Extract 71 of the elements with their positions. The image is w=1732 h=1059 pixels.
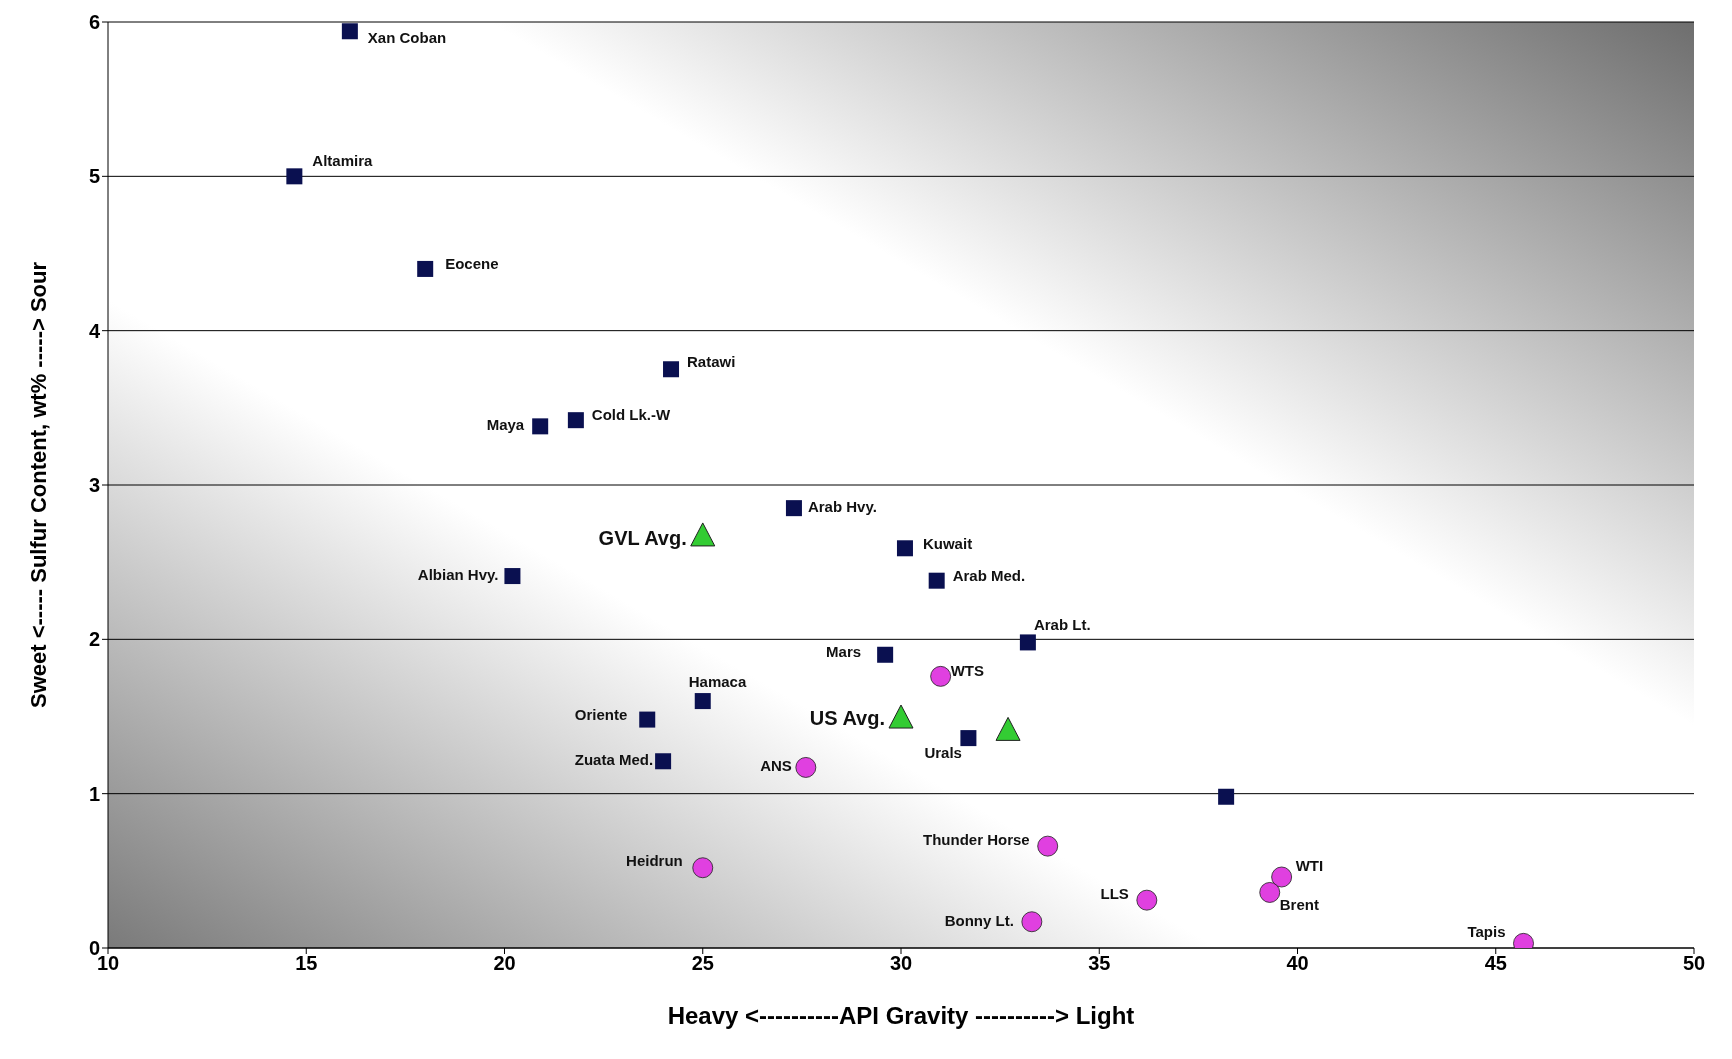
y-tick-label: 4 [88,319,101,342]
point [995,716,1021,741]
annotation: Urals [924,744,962,762]
annotation: Zuata Med. [574,751,654,769]
point [888,704,914,729]
x-tick-label: 45 [1484,952,1507,975]
point [1218,788,1235,805]
point [795,757,817,778]
x-tick-label: 20 [493,952,516,975]
point [639,711,656,728]
point [1259,882,1281,903]
point [1037,835,1059,857]
point [785,500,802,517]
point [960,730,977,747]
y-tick-label: 5 [88,165,100,188]
x-tick-label: 30 [889,952,913,975]
annotation: Bonny Lt. [944,911,1014,929]
annotation: Cold Lk.-W [591,406,672,424]
point [1136,889,1158,911]
annotation: Heidrun [626,851,683,869]
annotation: Albian Hvy. [417,566,499,584]
y-axis-title: Sweet <----- Sulfur Content, wt% -----> Sour [25,261,51,709]
x-tick-label: 25 [691,952,714,975]
annotation: Kuwait [922,535,973,553]
point [286,168,303,185]
x-tick-label: 50 [1682,952,1706,975]
annotation: Xan Coban [367,29,447,47]
x-tick-label: 15 [295,952,318,975]
annotation: WTI [1295,856,1324,874]
point [1021,911,1043,933]
annotation: Arab Lt. [1033,616,1091,634]
annotation: US Avg. [809,707,885,730]
annotation: Thunder Horse [923,831,1030,849]
annotation: Brent [1279,896,1319,914]
y-tick-label: 6 [88,11,100,34]
x-tick-label: 40 [1286,952,1309,975]
point [928,572,945,589]
annotation: LLS [1100,885,1129,903]
annotation: Altamira [312,152,374,170]
x-axis-title: Heavy <----------API Gravity ----------> Light [667,1002,1135,1029]
annotation: Arab Hvy. [807,498,877,516]
annotation: Tapis [1467,923,1506,941]
point [692,857,714,879]
annotation: Ratawi [687,353,736,371]
point [694,693,711,710]
point [532,418,549,435]
annotation: Mars [826,642,862,660]
y-tick-label: 2 [88,628,100,651]
point [690,522,716,547]
annotation: Eocene [445,254,499,272]
annotation: WTS [950,662,984,680]
point [663,361,680,378]
annotation: GVL Avg. [598,527,687,550]
point [896,540,913,557]
point [504,568,521,585]
y-tick-label: 1 [88,782,100,805]
point [1019,634,1036,651]
point [655,753,672,770]
point [417,260,434,277]
annotation: Oriente [574,705,628,723]
annotation: ANS [760,757,792,775]
x-tick-label: 35 [1088,952,1111,975]
point [1271,866,1293,888]
point [877,646,894,663]
annotation: Arab Med. [952,566,1026,584]
y-tick-label: 3 [88,474,100,497]
point [567,412,584,429]
annotation: Maya [486,416,525,434]
point [930,665,952,687]
point [341,23,358,40]
annotation: Hamaca [688,673,747,691]
